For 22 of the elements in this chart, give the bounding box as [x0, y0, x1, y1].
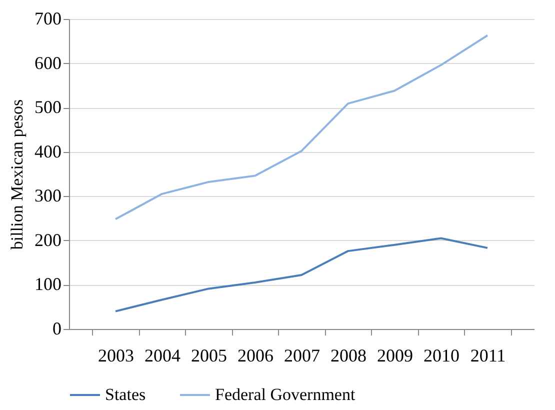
x-tick-label: 2008 [330, 346, 366, 366]
line-series [114, 34, 488, 220]
x-tick-label: 2007 [284, 346, 320, 366]
x-tick-label: 2006 [238, 346, 274, 366]
y-tick-label: 600 [34, 52, 62, 73]
y-tick-label: 0 [52, 318, 62, 338]
y-axis-title: billion Mexican pesos [8, 99, 26, 250]
x-tick-label: 2005 [191, 346, 227, 366]
x-tick-label: 2003 [98, 346, 134, 366]
x-tick-label: 2011 [470, 346, 506, 366]
line-series [114, 237, 488, 312]
legend-label: States [105, 385, 146, 404]
x-tick-label: 2004 [144, 346, 180, 366]
y-tick-label: 700 [34, 8, 62, 28]
y-tick-label: 500 [34, 97, 62, 118]
y-tick-label: 400 [34, 141, 62, 162]
y-tick-label: 300 [34, 186, 62, 206]
x-tick-label: 2010 [424, 346, 460, 366]
y-tick-label: 200 [34, 230, 62, 250]
y-tick-label: 100 [34, 274, 62, 294]
legend-label: Federal Government [215, 385, 356, 404]
x-tick-label: 2009 [377, 346, 413, 366]
